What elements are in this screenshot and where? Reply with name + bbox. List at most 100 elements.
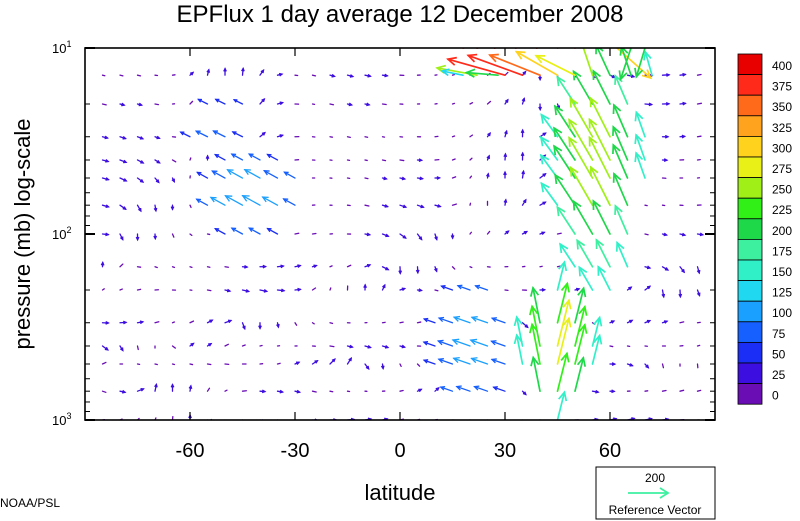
y-tick-exponent: 3 [66, 411, 71, 421]
flux-vector [241, 66, 245, 76]
flux-vector-strong [595, 238, 611, 268]
flux-vector-strong [530, 355, 541, 393]
x-tick-label: 30 [494, 440, 516, 462]
x-axis: -60 -30 0 30 60 [176, 48, 621, 462]
flux-vector [294, 389, 302, 394]
flux-vector [381, 103, 387, 106]
flux-vector-strong [556, 260, 568, 291]
flux-vector [539, 172, 547, 179]
flux-vector [189, 71, 195, 76]
flux-vector [259, 264, 268, 269]
flux-vector-strong [615, 240, 629, 268]
flux-vector [486, 230, 491, 235]
flux-vector [136, 388, 145, 392]
flux-vector [263, 170, 279, 179]
flux-vector [189, 157, 192, 161]
flux-vector [381, 73, 389, 78]
colorbar-label: 200 [772, 224, 792, 238]
flux-vector [189, 342, 195, 347]
y-axis-label: pressure (mb) log-scale [10, 118, 35, 349]
flux-vector [259, 68, 265, 76]
flux-vector [154, 321, 160, 324]
flux-vector [311, 322, 315, 325]
flux-vector-strong [556, 390, 568, 420]
flux-vector [136, 288, 142, 291]
flux-vector [346, 74, 355, 78]
flux-vector [346, 264, 352, 268]
flux-vector [539, 288, 547, 292]
flux-vector [381, 345, 390, 349]
flux-vector [399, 176, 407, 181]
flux-vector [282, 198, 296, 206]
flux-vector [206, 289, 212, 292]
flux-vector-strong [556, 281, 570, 324]
flux-vector [556, 232, 562, 235]
flux-vector [521, 97, 526, 105]
flux-vector [259, 97, 266, 105]
flux-vector [364, 204, 370, 207]
flux-vector [539, 231, 546, 236]
flux-vector-strong [446, 56, 506, 77]
flux-vector [504, 98, 509, 105]
flux-vector [171, 345, 176, 349]
flux-vector-strong [588, 117, 611, 161]
flux-vector [189, 233, 193, 237]
flux-vector [171, 177, 175, 183]
flux-vector [224, 319, 233, 324]
flux-vector [661, 73, 671, 77]
colorbar-label: 250 [772, 183, 792, 197]
flux-vector [437, 316, 454, 324]
flux-vector-strong [643, 50, 653, 77]
x-tick-label: 60 [599, 440, 621, 462]
flux-vector-strong [572, 69, 594, 105]
flux-vector [197, 98, 209, 105]
flux-vector-strong [576, 238, 594, 268]
flux-vector [485, 172, 490, 179]
flux-vector-strong [572, 199, 594, 235]
flux-vector [399, 344, 407, 349]
colorbar-label: 150 [772, 265, 792, 279]
flux-vector [381, 266, 390, 271]
flux-vector [171, 233, 175, 238]
x-axis-label: latitude [365, 480, 436, 505]
colorbar-box [737, 53, 763, 76]
flux-vector-strong [589, 165, 611, 207]
flux-vector [451, 338, 471, 347]
flux-vector [214, 98, 226, 105]
flux-vector [136, 204, 142, 213]
flux-vector [247, 153, 261, 161]
y-tick-exponent: 1 [66, 39, 71, 49]
flux-vector [294, 264, 302, 268]
flux-vector [398, 266, 403, 275]
flux-vector-strong [578, 48, 594, 77]
flux-vector [266, 227, 279, 235]
flux-vector [399, 287, 407, 292]
colorbar-box [737, 362, 763, 385]
flux-vector [364, 73, 372, 78]
flux-vector-strong [634, 151, 646, 179]
flux-vector [470, 357, 489, 365]
chart-title: EPFlux 1 day average 12 December 2008 [177, 1, 624, 28]
colorbar-box [737, 74, 763, 96]
flux-vector [224, 195, 244, 206]
flux-vector [119, 263, 124, 268]
flux-vector [696, 344, 701, 347]
flux-vector [504, 129, 508, 138]
flux-vector [434, 289, 439, 292]
flux-vector-strong [464, 68, 499, 78]
flux-vector [416, 158, 424, 162]
flux-vector [311, 390, 317, 393]
flux-vector [248, 227, 261, 235]
flux-vector [283, 171, 296, 179]
flux-vector-strong [556, 205, 576, 235]
flux-vector [609, 345, 614, 348]
flux-vector-strong [529, 322, 541, 365]
flux-vector [346, 356, 353, 365]
flux-vector-strong [589, 96, 611, 138]
flux-vector-strong [535, 48, 541, 49]
flux-vector [276, 389, 285, 394]
flux-vector [206, 68, 211, 76]
flux-vector [212, 130, 226, 138]
flux-vector [154, 159, 161, 164]
flux-vector [503, 170, 507, 179]
